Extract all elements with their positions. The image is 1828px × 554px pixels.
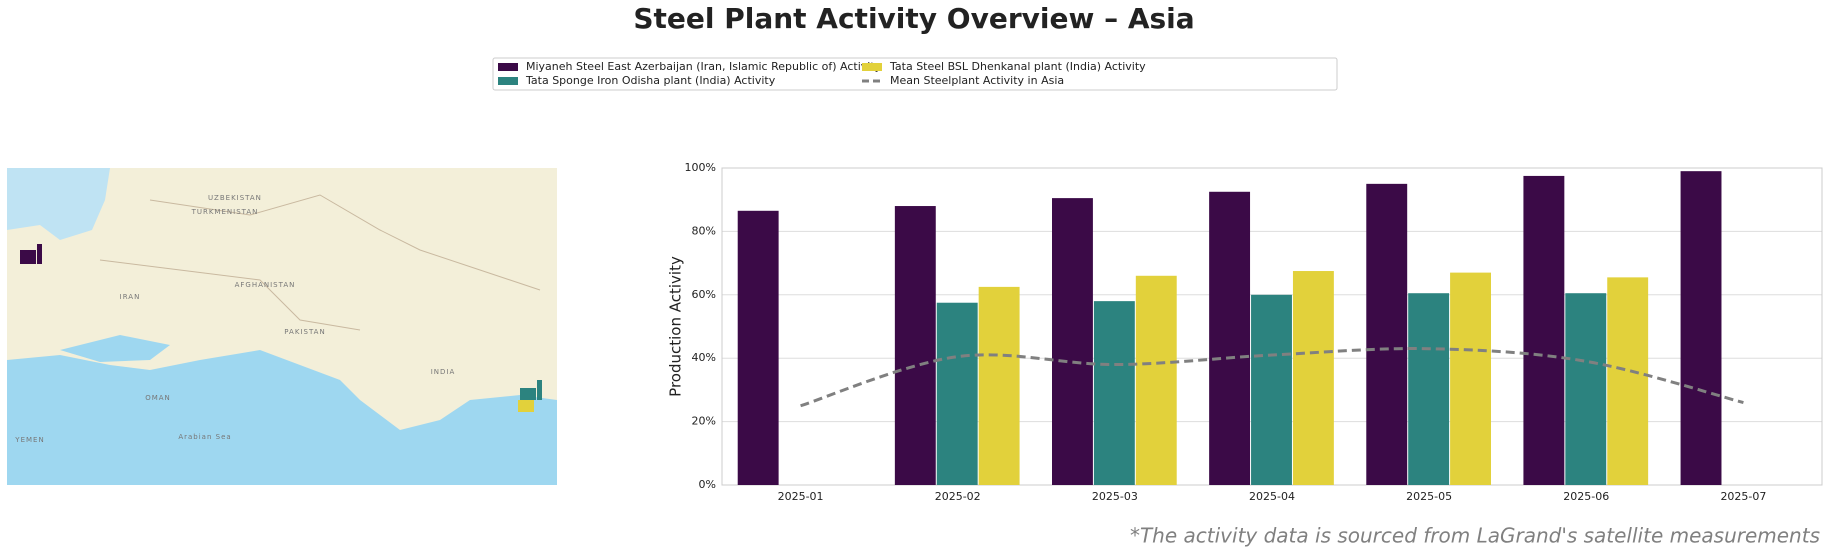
bar <box>1366 183 1408 485</box>
bar <box>1523 175 1565 486</box>
map-label: PAKISTAN <box>284 328 325 336</box>
map-label: AFGHANISTAN <box>235 281 296 289</box>
bar <box>737 210 779 486</box>
legend-swatch <box>498 77 518 85</box>
plant-icon-iran <box>20 244 42 264</box>
map-label: TURKMENISTAN <box>191 208 259 216</box>
arabian-sea <box>7 350 557 485</box>
x-tick-label: 2025-01 <box>778 490 824 503</box>
bar <box>1209 191 1251 485</box>
bar <box>894 206 936 486</box>
x-tick-label: 2025-05 <box>1406 490 1452 503</box>
bar <box>1251 294 1292 485</box>
bar <box>936 302 978 485</box>
legend-swatch <box>862 63 882 71</box>
map-label: YEMEN <box>14 436 44 444</box>
x-tick-label: 2025-06 <box>1563 490 1609 503</box>
legend-label: Mean Steelplant Activity in Asia <box>890 74 1064 87</box>
y-tick-label: 60% <box>692 288 716 301</box>
y-tick-label: 20% <box>692 415 716 428</box>
bar <box>1680 171 1722 486</box>
bar <box>1607 277 1649 485</box>
borders <box>99 194 541 331</box>
mean-line <box>800 347 1744 408</box>
bar <box>1052 198 1093 486</box>
bar <box>1292 271 1334 485</box>
caspian-sea <box>7 168 110 240</box>
legend-swatch <box>498 63 518 71</box>
gulf <box>60 335 170 362</box>
y-tick-label: 40% <box>692 351 716 364</box>
bar <box>1093 301 1135 485</box>
x-tick-label: 2025-04 <box>1249 490 1295 503</box>
map-label: OMAN <box>145 394 171 402</box>
footnote: *The activity data is sourced from LaGra… <box>1130 524 1820 548</box>
map-label: UZBEKISTAN <box>208 194 262 202</box>
y-tick-label: 0% <box>699 478 716 491</box>
bar <box>978 286 1020 485</box>
y-tick-label: 80% <box>692 224 716 237</box>
y-axis-label: Production Activity <box>667 256 685 397</box>
plant-icon-india <box>518 380 542 412</box>
legend-box <box>492 57 1338 91</box>
map <box>7 168 557 485</box>
x-tick-label: 2025-03 <box>1092 490 1138 503</box>
x-tick-label: 2025-02 <box>935 490 981 503</box>
bar <box>1450 272 1491 485</box>
legend-label: Miyaneh Steel East Azerbaijan (Iran, Isl… <box>526 60 882 73</box>
bar <box>1135 275 1177 485</box>
page-title: Steel Plant Activity Overview – Asia <box>633 2 1194 35</box>
legend-label: Tata Steel BSL Dhenkanal plant (India) A… <box>889 60 1146 73</box>
y-tick-label: 100% <box>685 161 716 174</box>
map-label: IRAN <box>120 293 141 301</box>
x-tick-label: 2025-07 <box>1720 490 1766 503</box>
bar <box>1565 293 1607 485</box>
legend-label: Tata Sponge Iron Odisha plant (India) Ac… <box>525 74 776 87</box>
map-label: Arabian Sea <box>178 433 231 441</box>
bar <box>1408 293 1450 485</box>
map-label: INDIA <box>431 368 456 376</box>
